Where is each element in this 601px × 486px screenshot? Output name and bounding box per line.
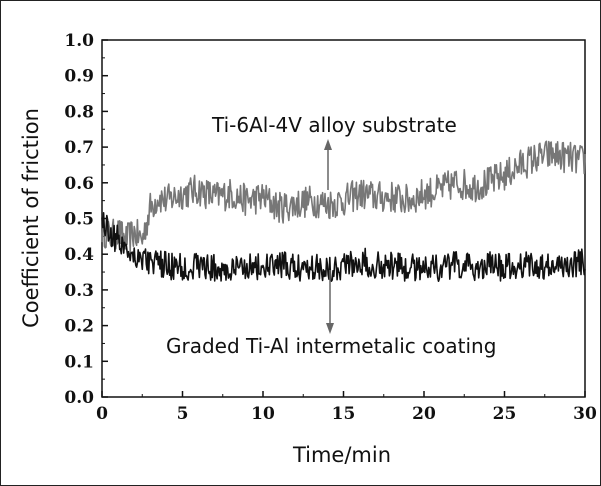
- y-axis-title: Coefficient of friction: [19, 108, 43, 328]
- y-tick-label: 1.0: [64, 31, 94, 51]
- series-line-coating: [101, 212, 586, 282]
- series-line-substrate: [101, 140, 586, 252]
- x-tick-label: 30: [573, 404, 597, 424]
- x-tick-label: 15: [332, 404, 356, 424]
- x-axis-title: Time/min: [292, 443, 391, 467]
- y-tick-label: 0.1: [64, 352, 94, 372]
- axis-ticks: 0.0 0.1 0.2 0.3 0.4 0.5 0.6 0.7 0.8 0.9 1.0 0 5 10 15 2…: [64, 31, 597, 424]
- y-tick-label: 0.0: [64, 388, 94, 408]
- series-group: [101, 140, 586, 282]
- y-tick-label: 0.3: [64, 281, 94, 301]
- y-tick-label: 0.7: [64, 138, 94, 158]
- x-tick-label: 10: [251, 404, 275, 424]
- coating-arrow-head: [326, 323, 334, 334]
- x-tick-label: 25: [493, 404, 517, 424]
- y-tick-label: 0.4: [64, 245, 94, 265]
- x-tick-label: 20: [412, 404, 436, 424]
- x-tick-label: 0: [96, 404, 108, 424]
- y-tick-label: 0.5: [64, 210, 94, 230]
- y-tick-label: 0.9: [64, 67, 94, 87]
- y-tick-label: 0.2: [64, 317, 94, 337]
- substrate-arrow-head: [324, 139, 332, 150]
- y-tick-label: 0.6: [64, 174, 94, 194]
- y-tick-label: 0.8: [64, 102, 94, 122]
- x-tick-label: 5: [177, 404, 189, 424]
- annotation-substrate: Ti-6Al-4V alloy substrate: [211, 113, 457, 137]
- annotation-coating: Graded Ti-Al intermetalic coating: [166, 334, 496, 358]
